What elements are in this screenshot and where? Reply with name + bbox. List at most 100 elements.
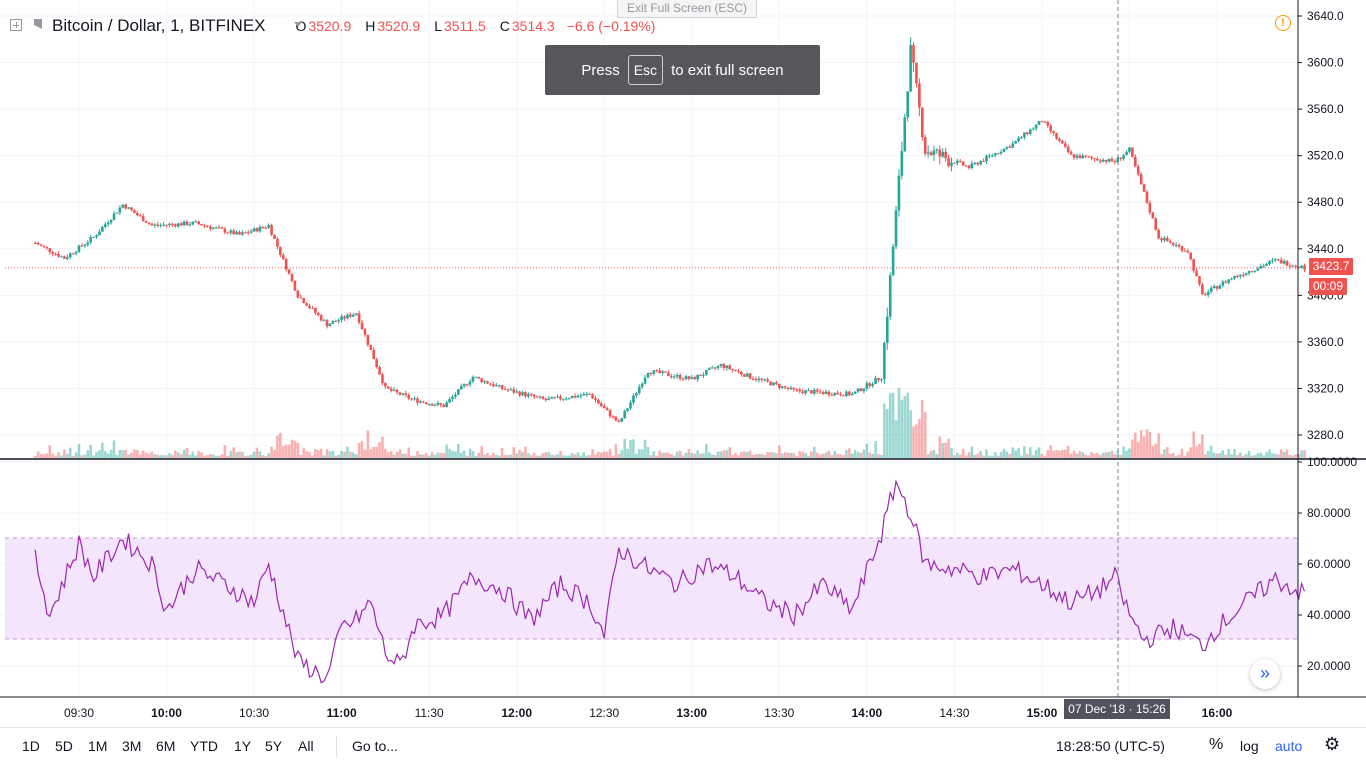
volume-bar <box>1058 450 1061 458</box>
volume-bar <box>932 450 936 458</box>
volume-bar <box>238 451 241 458</box>
clock-timezone[interactable]: 18:28:50 (UTC-5) <box>1056 738 1165 754</box>
candle-body <box>696 374 699 380</box>
volume-bar <box>632 439 635 458</box>
volume-bar <box>392 454 396 458</box>
range-all-button[interactable]: All <box>298 738 314 754</box>
volume-bar <box>346 446 349 458</box>
candle-body <box>279 246 282 255</box>
legend: Bitcoin / Dollar, 1, BITFINEX O 3520.9 H… <box>48 14 655 38</box>
volume-bar <box>973 455 977 458</box>
volume-bar <box>1055 450 1058 458</box>
volume-bar <box>63 449 66 458</box>
chevron-down-icon[interactable] <box>294 22 302 27</box>
warning-icon[interactable]: ! <box>1275 15 1291 31</box>
volume-bar <box>159 455 163 458</box>
time-tick-label: 10:00 <box>151 706 182 720</box>
candle-body <box>1186 250 1190 253</box>
candle-body <box>1055 133 1058 139</box>
range-ytd-button[interactable]: YTD <box>190 738 218 754</box>
candle-body <box>833 392 837 396</box>
symbol-title[interactable]: Bitcoin / Dollar, 1, BITFINEX <box>52 16 266 35</box>
candle-body <box>349 314 352 317</box>
auto-scale-toggle[interactable]: auto <box>1275 738 1303 754</box>
candle-body <box>999 151 1003 154</box>
time-tick-label: 12:00 <box>501 706 532 720</box>
candle-body <box>1058 138 1061 141</box>
volume-bar <box>136 450 139 458</box>
log-toggle[interactable]: log <box>1240 738 1259 754</box>
range-1y-button[interactable]: 1Y <box>234 738 252 754</box>
range-3m-button[interactable]: 3M <box>122 738 142 754</box>
volume-bar <box>915 424 918 458</box>
candle-body <box>1008 146 1012 148</box>
candle-body <box>926 152 930 154</box>
range-1m-button[interactable]: 1M <box>88 738 108 754</box>
volume-bar <box>130 452 133 458</box>
volume-bar <box>865 443 869 458</box>
volume-bar <box>354 454 358 458</box>
volume-bar <box>465 455 469 458</box>
volume-bar <box>1297 454 1301 458</box>
expand-icon[interactable] <box>10 19 22 31</box>
candle-body <box>690 377 694 379</box>
volume-bar <box>699 453 702 458</box>
candle-body <box>124 204 127 209</box>
volume-bar <box>1043 455 1047 458</box>
range-5y-button[interactable]: 5Y <box>265 738 283 754</box>
candle-body <box>883 342 886 379</box>
candle-body <box>147 222 151 224</box>
candle-body <box>413 398 416 400</box>
candle-body <box>314 308 317 313</box>
volume-bar <box>314 449 317 458</box>
candle-body <box>1090 156 1093 159</box>
volume-bar <box>325 449 329 458</box>
volume-bar <box>664 452 667 458</box>
percent-toggle[interactable]: % <box>1209 736 1224 753</box>
range-5d-button[interactable]: 5D <box>55 738 73 754</box>
volume-bar <box>745 451 749 458</box>
gear-icon[interactable]: ⚙ <box>1324 734 1341 754</box>
candle-body <box>42 245 46 247</box>
candle-body <box>594 398 597 401</box>
volume-bar <box>1282 451 1286 458</box>
volume-bar <box>842 455 845 458</box>
candle-body <box>1265 264 1268 266</box>
range-1d-button[interactable]: 1D <box>22 738 40 754</box>
volume-bar <box>588 455 591 458</box>
chart-canvas[interactable]: 3640.03600.03560.03520.03480.03440.03400… <box>0 0 1366 727</box>
candle-body <box>518 391 521 396</box>
rsi-tick-label: 40.0000 <box>1307 608 1351 622</box>
candle-body <box>471 376 475 382</box>
change-value: −6.6 (−0.19%) <box>566 18 656 34</box>
candle-body <box>681 378 685 380</box>
candle-body <box>684 376 688 380</box>
volume-bar <box>1098 454 1102 458</box>
volume-bar <box>935 453 939 458</box>
volume-bar <box>1142 436 1146 458</box>
candle-body <box>48 248 52 253</box>
volume-bar <box>305 451 308 458</box>
candle-body <box>54 253 57 255</box>
candle-body <box>982 160 985 162</box>
candle-body <box>346 314 349 319</box>
range-6m-button[interactable]: 6M <box>156 738 176 754</box>
volume-bar <box>209 453 212 458</box>
goto-button[interactable]: Go to... <box>352 738 398 754</box>
candle-body <box>961 161 965 166</box>
candle-body <box>573 396 577 398</box>
volume-bar <box>553 455 556 458</box>
candle-body <box>798 389 802 392</box>
volume-bar <box>1169 453 1172 458</box>
volume-bar <box>334 455 338 458</box>
candle-body <box>748 373 752 379</box>
candle-body <box>1212 286 1216 289</box>
volume-bar <box>45 453 49 458</box>
candle-body <box>357 313 361 323</box>
candle-body <box>652 370 656 374</box>
time-tick-label: 13:00 <box>676 706 707 720</box>
volume-bar <box>115 455 119 458</box>
scroll-to-realtime-button[interactable]: » <box>1250 659 1280 689</box>
flag-icon[interactable] <box>33 18 43 30</box>
candle-body <box>506 389 510 391</box>
